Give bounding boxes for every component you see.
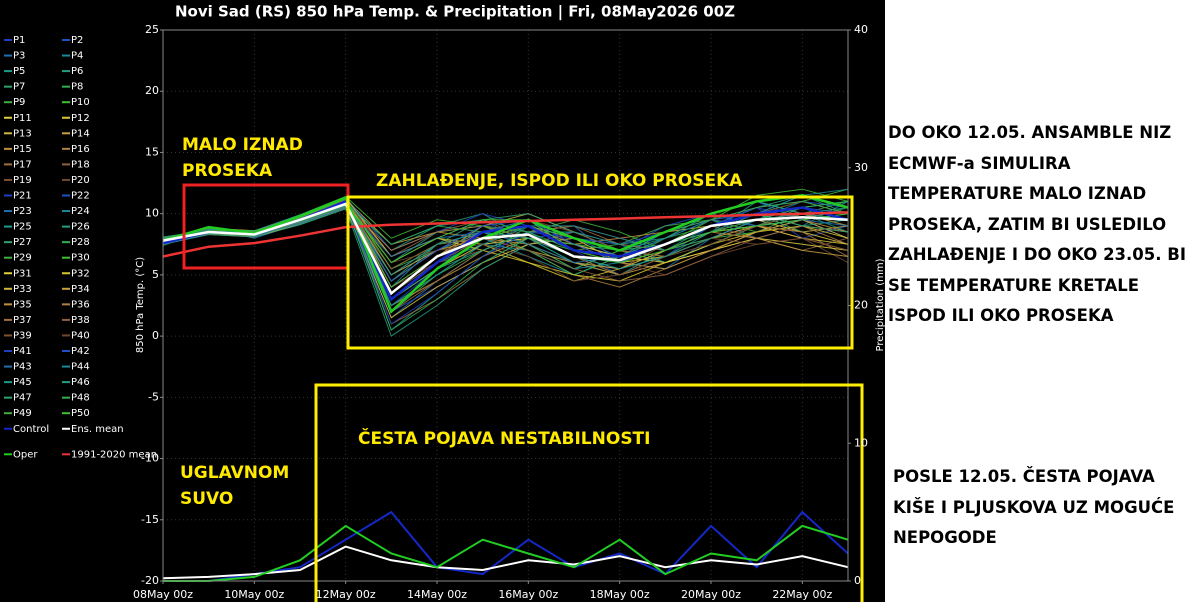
plot-frame xyxy=(162,29,849,582)
chart-title: Novi Sad (RS) 850 hPa Temp. & Precipitat… xyxy=(175,3,735,22)
temperature-line xyxy=(162,202,849,296)
y-tick-label: 25 xyxy=(145,23,159,36)
legend-label: P38 xyxy=(71,315,90,326)
legend-label: P43 xyxy=(13,362,32,373)
y-tick-label: 5 xyxy=(152,268,159,281)
y-tick-label: -10 xyxy=(141,452,159,465)
legend-label: Oper xyxy=(13,449,38,460)
legend-label: P45 xyxy=(13,377,32,388)
temperature-line xyxy=(162,211,849,258)
y-tick-label: 10 xyxy=(145,207,159,220)
x-tick-label: 14May 00z xyxy=(407,588,467,601)
legend-label: P17 xyxy=(13,159,32,170)
legend-label: P39 xyxy=(13,330,32,341)
legend-label: P21 xyxy=(13,191,32,202)
legend-label: P11 xyxy=(13,113,32,124)
legend-label: P6 xyxy=(71,66,83,77)
legend-label: P3 xyxy=(13,51,25,62)
highlight-box xyxy=(314,383,864,602)
y-tick-label: -5 xyxy=(148,390,159,403)
legend-label: P13 xyxy=(13,128,32,139)
precip-line xyxy=(163,524,849,582)
legend-label: P36 xyxy=(71,299,90,310)
legend-label: P49 xyxy=(13,408,32,419)
legend-label: P15 xyxy=(13,144,32,155)
temperature-line xyxy=(162,194,849,314)
legend-label: P2 xyxy=(71,35,83,46)
legend-label: P29 xyxy=(13,253,32,264)
chart: Novi Sad (RS) 850 hPa Temp. & Precipitat… xyxy=(0,0,885,602)
y2-tick-label: 10 xyxy=(854,436,868,449)
legend-label: P9 xyxy=(13,97,25,108)
legend-label: P46 xyxy=(71,377,90,388)
annotation: ČESTA POJAVA NESTABILNOSTI xyxy=(358,429,651,449)
annotation: ZAHLAĐENJE, ISPOD ILI OKO PROSEKA xyxy=(376,171,743,191)
legend-label: P30 xyxy=(71,253,90,264)
legend-label: 1991-2020 mean xyxy=(71,449,157,460)
legend-label: P28 xyxy=(71,237,90,248)
y-tick-label: -15 xyxy=(141,513,159,526)
legend-label: P18 xyxy=(71,159,90,170)
legend-label: P23 xyxy=(13,206,32,217)
annotation: UGLAVNOM SUVO xyxy=(180,463,290,509)
legend-label: P31 xyxy=(13,268,32,279)
legend-label: P50 xyxy=(71,408,90,419)
precip-line xyxy=(162,545,849,580)
legend-label: P7 xyxy=(13,82,25,93)
side-note: POSLE 12.05. ČESTA POJAVA KIŠE I PLJUSKO… xyxy=(893,467,1175,547)
x-tick-label: 18May 00z xyxy=(590,588,650,601)
legend-label: P14 xyxy=(71,128,90,139)
legend-label: P34 xyxy=(71,284,90,295)
legend-label: P4 xyxy=(71,51,83,62)
plot-area xyxy=(160,29,851,584)
legend-label: P33 xyxy=(13,284,32,295)
legend-label: P44 xyxy=(71,362,90,373)
legend-label: P25 xyxy=(13,222,32,233)
y2-tick-label: 0 xyxy=(854,574,861,587)
legend-label: P41 xyxy=(13,346,32,357)
highlight-box xyxy=(346,195,854,350)
legend-label: Ens. mean xyxy=(71,424,124,435)
legend-label: P10 xyxy=(71,97,90,108)
legend-label: P5 xyxy=(13,66,25,77)
legend-label: P47 xyxy=(13,393,32,404)
legend-label: P37 xyxy=(13,315,32,326)
x-tick-label: 08May 00z xyxy=(133,588,193,601)
y2-tick-label: 20 xyxy=(854,299,868,312)
y2-axis-label: Precipitation (mm) xyxy=(875,258,885,351)
legend-label: P22 xyxy=(71,191,90,202)
legend-label: P19 xyxy=(13,175,32,186)
legend-label: Control xyxy=(13,424,49,435)
annotation: MALO IZNAD PROSEKA xyxy=(182,135,303,181)
x-tick-label: 12May 00z xyxy=(316,588,376,601)
legend-label: P40 xyxy=(71,330,90,341)
x-tick-label: 22May 00z xyxy=(772,588,832,601)
legend-label: P16 xyxy=(71,144,90,155)
legend-label: P8 xyxy=(71,82,83,93)
y2-tick-label: 30 xyxy=(854,161,868,174)
legend-label: P32 xyxy=(71,268,90,279)
y-tick-label: 15 xyxy=(145,145,159,158)
y2-tick-label: 40 xyxy=(854,23,868,36)
x-tick-label: 10May 00z xyxy=(224,588,284,601)
legend-label: P24 xyxy=(71,206,90,217)
y-tick-label: 20 xyxy=(145,84,159,97)
side-note: DO OKO 12.05. ANSAMBLE NIZ ECMWF-a SIMUL… xyxy=(888,123,1186,325)
y-axis-label: 850 hPa Temp. (°C) xyxy=(135,257,146,353)
legend-label: P27 xyxy=(13,237,32,248)
precip-line xyxy=(163,510,849,582)
legend-label: P48 xyxy=(71,393,90,404)
legend-label: P20 xyxy=(71,175,90,186)
legend-label: P12 xyxy=(71,113,90,124)
y-tick-label: -20 xyxy=(141,574,159,587)
legend-label: P26 xyxy=(71,222,90,233)
x-tick-label: 20May 00z xyxy=(681,588,741,601)
x-tick-label: 16May 00z xyxy=(498,588,558,601)
legend-label: P42 xyxy=(71,346,90,357)
y-tick-label: 0 xyxy=(152,329,159,342)
legend-label: P35 xyxy=(13,299,32,310)
legend-label: P1 xyxy=(13,35,25,46)
